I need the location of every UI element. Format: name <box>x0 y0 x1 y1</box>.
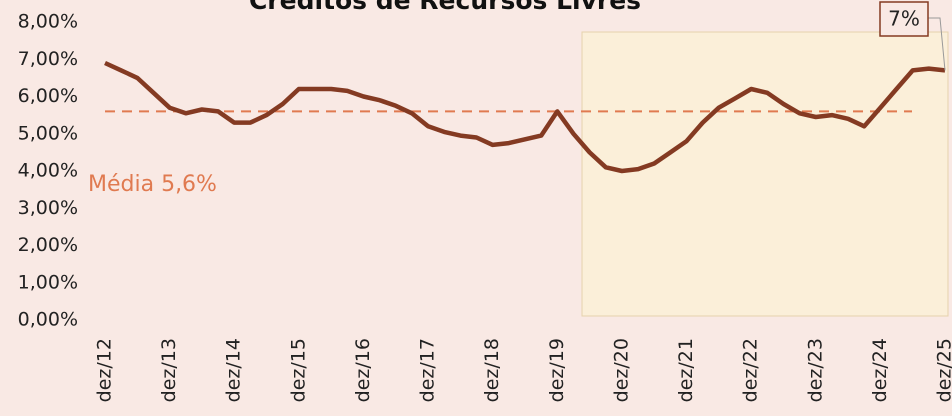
x-tick-label: dez/18 <box>481 338 503 402</box>
y-tick-label: 6,00% <box>18 85 78 107</box>
x-tick-label: dez/25 <box>934 338 952 402</box>
y-tick-label: 2,00% <box>18 234 78 256</box>
annotation-label: 7% <box>888 7 920 31</box>
y-tick-label: 3,00% <box>18 197 78 219</box>
y-tick-label: 1,00% <box>18 271 78 293</box>
x-tick-label: dez/15 <box>287 338 309 402</box>
annotation-connector <box>928 17 946 71</box>
x-tick-label: dez/14 <box>223 338 245 402</box>
x-tick-label: dez/13 <box>158 338 180 402</box>
mean-label: Média 5,6% <box>88 172 217 197</box>
x-tick-label: dez/21 <box>675 338 697 402</box>
x-tick-label: dez/12 <box>94 338 116 402</box>
y-tick-label: 4,00% <box>18 160 78 182</box>
y-tick-label: 0,00% <box>18 309 78 331</box>
y-tick-label: 7,00% <box>18 48 78 70</box>
x-tick-label: dez/24 <box>869 338 891 402</box>
x-tick-label: dez/16 <box>352 338 374 402</box>
highlight-region <box>581 31 949 317</box>
x-tick-label: dez/22 <box>740 338 762 402</box>
y-tick-label: 5,00% <box>18 122 78 144</box>
x-tick-label: dez/19 <box>546 338 568 402</box>
annotation-box <box>879 1 929 37</box>
chart-title: Créditos de Recursos Livres <box>249 0 641 15</box>
x-tick-label: dez/17 <box>417 338 439 402</box>
y-tick-label: 8,00% <box>18 11 78 33</box>
data-line <box>104 60 946 174</box>
x-tick-label: dez/23 <box>804 338 826 402</box>
x-tick-label: dez/20 <box>610 338 632 402</box>
